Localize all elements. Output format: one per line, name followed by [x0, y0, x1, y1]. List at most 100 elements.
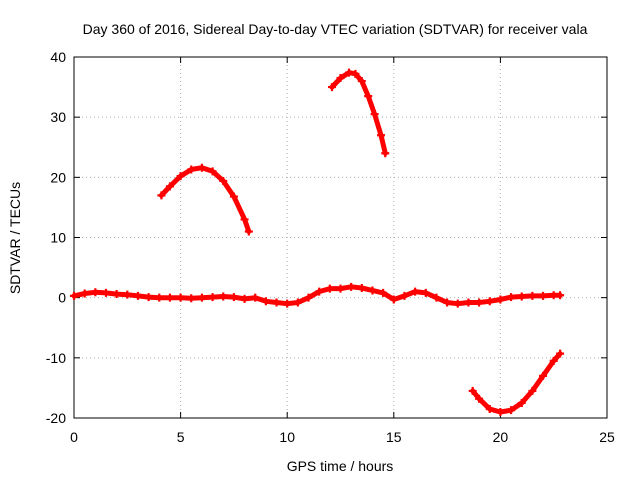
data-point [443, 298, 452, 307]
data-point [507, 406, 516, 415]
plot-frame [73, 56, 608, 419]
data-point [381, 149, 390, 158]
data-point [208, 293, 217, 302]
series-line-arc-3 [470, 351, 563, 415]
plot-area [70, 68, 565, 416]
data-point [549, 356, 558, 365]
x-tick-label: 10 [279, 429, 295, 445]
data-point [556, 291, 565, 300]
data-point [176, 293, 185, 302]
x-tick-label: 20 [493, 429, 509, 445]
data-point [123, 290, 132, 299]
data-point [293, 298, 302, 307]
data-point [400, 291, 409, 300]
data-point [91, 288, 100, 297]
series-arc-1 [157, 163, 253, 236]
data-point [70, 291, 78, 300]
data-point [133, 291, 142, 300]
x-tick-label: 0 [70, 429, 78, 445]
data-point [272, 298, 281, 307]
data-point [219, 292, 228, 301]
data-point [219, 176, 228, 185]
data-point [197, 293, 206, 302]
y-tick-label: -20 [46, 410, 66, 426]
x-tick-label: 25 [599, 429, 615, 445]
y-tick-label: 40 [50, 49, 66, 65]
data-point [229, 293, 238, 302]
data-point [528, 291, 537, 300]
data-point [165, 182, 174, 191]
data-point [240, 294, 249, 303]
data-point [421, 288, 430, 297]
series-line-arc-1 [158, 165, 252, 234]
data-point [507, 293, 516, 302]
data-point [240, 215, 249, 224]
data-point [370, 110, 379, 119]
data-point [187, 165, 196, 174]
data-point [157, 191, 166, 200]
series-arc-2 [327, 68, 390, 158]
data-point [327, 83, 336, 92]
data-point [485, 404, 494, 413]
x-tick-label: 15 [386, 429, 402, 445]
data-point [379, 288, 388, 297]
data-point [244, 227, 253, 236]
x-tick-label: 5 [177, 429, 185, 445]
y-tick-label: -10 [46, 350, 66, 366]
series-arc-3 [468, 349, 565, 416]
data-point [496, 295, 505, 304]
data-point [351, 69, 360, 78]
data-point [357, 77, 366, 86]
data-point [453, 299, 462, 308]
data-point [389, 295, 398, 304]
data-point [165, 293, 174, 302]
data-point [176, 172, 185, 181]
data-point [187, 294, 196, 303]
data-point [517, 292, 526, 301]
data-point [315, 287, 324, 296]
data-point [345, 68, 354, 77]
series-baseline [70, 282, 565, 308]
data-point [468, 386, 477, 395]
chart-title: Day 360 of 2016, Sidereal Day-to-day VTE… [83, 21, 588, 37]
data-point [357, 284, 366, 293]
data-point [261, 297, 270, 306]
data-point [539, 291, 548, 300]
y-tick-label: 30 [50, 109, 66, 125]
y-tick-label: 10 [50, 230, 66, 246]
axes: 0 5 10 15 20 25 -20 -10 0 10 20 30 40 [46, 49, 615, 445]
data-point [377, 131, 386, 140]
data-point [432, 293, 441, 302]
data-point [283, 299, 292, 308]
data-point [475, 394, 484, 403]
data-point [336, 74, 345, 83]
data-point [155, 293, 164, 302]
data-point [556, 349, 565, 358]
data-point [347, 282, 356, 291]
y-tick-label: 20 [50, 169, 66, 185]
data-point [539, 371, 548, 380]
data-point [229, 192, 238, 201]
grid [74, 57, 607, 418]
data-point [485, 297, 494, 306]
data-point [364, 92, 373, 101]
data-point [528, 386, 537, 395]
data-point [144, 293, 153, 302]
data-point [496, 407, 505, 416]
data-point [325, 284, 334, 293]
data-point [368, 286, 377, 295]
data-point [336, 284, 345, 293]
data-point [80, 289, 89, 298]
data-point [112, 290, 121, 299]
data-point [411, 287, 420, 296]
data-point [464, 298, 473, 307]
y-axis-label: SDTVAR / TECUs [7, 182, 23, 294]
series-line-arc-2 [329, 70, 388, 156]
data-point [208, 167, 217, 176]
data-point [475, 298, 484, 307]
data-point [304, 293, 313, 302]
data-point [197, 163, 206, 172]
data-point [101, 288, 110, 297]
